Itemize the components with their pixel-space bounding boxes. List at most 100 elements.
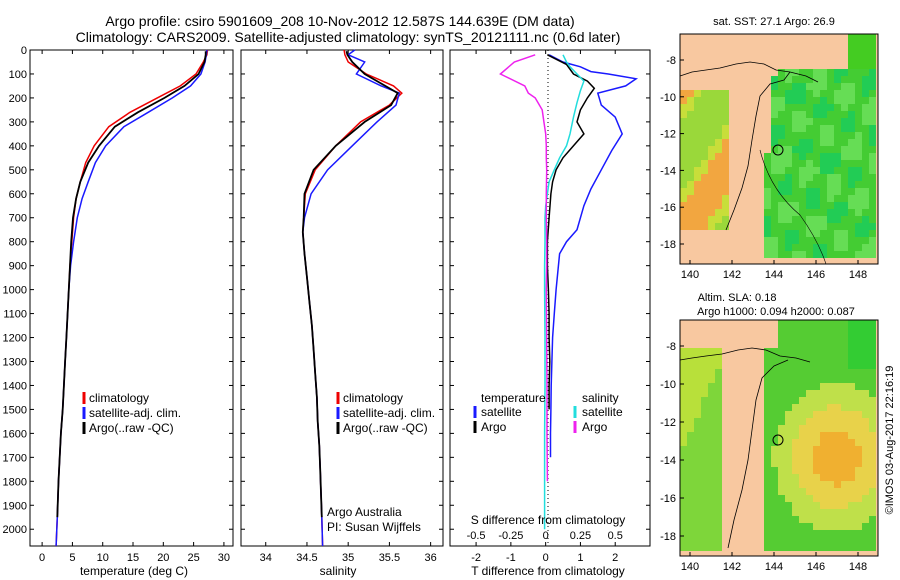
map-cell	[715, 460, 722, 467]
map-cell	[778, 76, 785, 83]
map-cell	[841, 362, 848, 369]
map-cell	[869, 537, 876, 544]
map-cell	[708, 369, 715, 376]
map-cell	[771, 523, 778, 530]
map-cell	[701, 397, 708, 404]
map-cell	[792, 467, 799, 474]
map-cell	[680, 195, 687, 202]
sst-map-frame	[679, 33, 879, 265]
map-cell	[841, 139, 848, 146]
series-line-climatology	[302, 49, 403, 547]
map-cell	[778, 209, 785, 216]
map-cell	[694, 474, 701, 481]
map-cell	[869, 97, 876, 104]
map-cell	[708, 509, 715, 516]
map-cell	[680, 509, 687, 516]
map-cell	[785, 362, 792, 369]
map-cell	[827, 118, 834, 125]
map-cell	[827, 446, 834, 453]
map-cell	[715, 418, 722, 425]
map-cell	[799, 230, 806, 237]
map-cell	[771, 216, 778, 223]
depth-tick-label: 500	[9, 165, 27, 177]
map-cell	[792, 174, 799, 181]
map-cell	[771, 97, 778, 104]
map-cell	[722, 181, 729, 188]
map-cell	[862, 62, 869, 69]
map-cell	[848, 502, 855, 509]
map-cell	[862, 34, 869, 41]
map-cell	[841, 474, 848, 481]
map-cell	[855, 348, 862, 355]
map-cell	[869, 502, 876, 509]
map-cell	[813, 530, 820, 537]
map-cell	[701, 502, 708, 509]
map-cell	[778, 390, 785, 397]
map-cell	[827, 327, 834, 334]
map-cell	[862, 153, 869, 160]
map-cell	[687, 530, 694, 537]
map-cell	[701, 146, 708, 153]
map-cell	[813, 488, 820, 495]
map-cell	[680, 467, 687, 474]
map-cell	[848, 41, 855, 48]
map-cell	[848, 530, 855, 537]
map-cell	[701, 139, 708, 146]
map-cell	[778, 83, 785, 90]
map-cell	[855, 495, 862, 502]
legend-label-argo: Argo(..raw -QC)	[89, 421, 174, 435]
map-cell	[806, 446, 813, 453]
map-cell	[694, 411, 701, 418]
map-cell	[813, 432, 820, 439]
map-cell	[862, 90, 869, 97]
map-cell	[806, 334, 813, 341]
map-cell	[764, 195, 771, 202]
map-cell	[862, 251, 869, 258]
map-cell	[799, 355, 806, 362]
map-cell	[771, 237, 778, 244]
map-lat-tick-label: -8	[666, 341, 676, 353]
map-cell	[841, 432, 848, 439]
map-cell	[848, 446, 855, 453]
map-cell	[694, 488, 701, 495]
map-cell	[869, 397, 876, 404]
map-cell	[862, 439, 869, 446]
map-cell	[771, 474, 778, 481]
depth-tick-label: 0	[21, 45, 27, 57]
map-cell	[813, 460, 820, 467]
map-cell	[764, 160, 771, 167]
map-cell	[869, 523, 876, 530]
map-cell	[715, 544, 722, 551]
map-cell	[806, 181, 813, 188]
map-cell	[827, 418, 834, 425]
map-cell	[855, 481, 862, 488]
map-cell	[764, 348, 771, 355]
map-cell	[834, 118, 841, 125]
map-cell	[813, 334, 820, 341]
map-cell	[855, 62, 862, 69]
map-cell	[715, 223, 722, 230]
sst-map-coastline	[679, 61, 827, 265]
map-cell	[862, 355, 869, 362]
map-cell	[785, 509, 792, 516]
map-cell	[827, 467, 834, 474]
map-cell	[778, 334, 785, 341]
map-cell	[848, 348, 855, 355]
map-cell	[869, 251, 876, 258]
pi-label: PI: Susan Wijffels	[327, 520, 421, 534]
map-cell	[715, 160, 722, 167]
sla-map-coastline	[679, 347, 811, 549]
map-lat-tick-label: -10	[660, 92, 676, 104]
map-cell	[862, 502, 869, 509]
map-cell	[820, 327, 827, 334]
map-cell	[813, 188, 820, 195]
map-cell	[855, 355, 862, 362]
map-cell	[841, 251, 848, 258]
map-cell	[694, 209, 701, 216]
x-tick-label: 30	[218, 552, 230, 564]
map-cell	[715, 439, 722, 446]
map-cell	[827, 509, 834, 516]
map-cell	[862, 425, 869, 432]
map-cell	[708, 488, 715, 495]
map-cell	[841, 390, 848, 397]
